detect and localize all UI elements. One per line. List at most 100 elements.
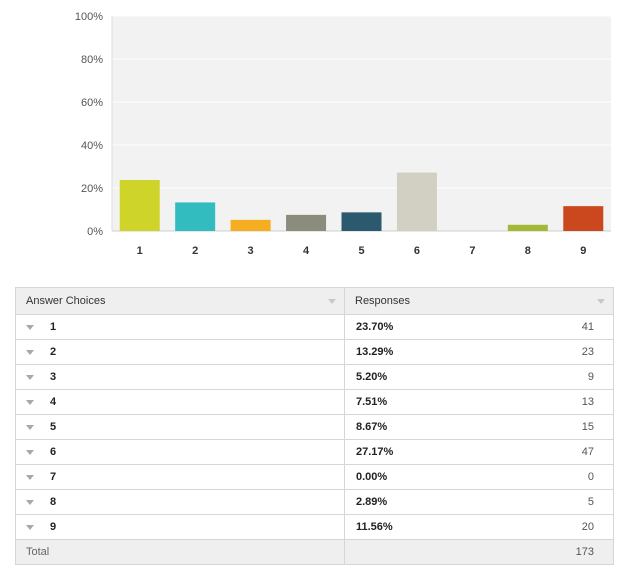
answer-choice-label: 6 (50, 446, 57, 459)
y-tick-label: 60% (81, 97, 103, 109)
response-cell: 13.29% 23 (344, 339, 614, 365)
response-count: 0 (587, 471, 594, 483)
answer-choice-cell: 4 (15, 389, 345, 415)
answer-choice-cell: 1 (15, 314, 345, 340)
table-row: 8 2.89% 5 (15, 489, 614, 515)
answer-choice-label: 3 (50, 371, 57, 384)
table-row: 9 11.56% 20 (15, 514, 614, 540)
answer-choice-label: 1 (50, 321, 57, 334)
response-cell: 0.00% 0 (344, 464, 614, 490)
response-percent: 13.29% (356, 346, 394, 358)
total-cell: 173 (344, 539, 614, 565)
bar-3 (230, 219, 271, 231)
x-tick-label: 7 (469, 245, 475, 257)
y-tick-label: 0% (87, 226, 103, 238)
response-percent: 27.17% (356, 446, 394, 458)
response-percent: 23.70% (356, 321, 394, 333)
response-cell: 11.56% 20 (344, 514, 614, 540)
answer-choice-cell: 7 (15, 464, 345, 490)
response-percent: 5.20% (356, 371, 388, 383)
answer-choice-label: 4 (50, 396, 57, 409)
x-tick-label: 3 (248, 245, 254, 257)
x-tick-label: 1 (137, 245, 143, 257)
table-row: 2 13.29% 23 (15, 339, 614, 365)
answer-choice-cell: 6 (15, 439, 345, 465)
response-cell: 2.89% 5 (344, 489, 614, 515)
response-count: 9 (587, 371, 594, 383)
bar-6 (396, 172, 437, 231)
table-row: 7 0.00% 0 (15, 464, 614, 490)
response-cell: 27.17% 47 (344, 439, 614, 465)
response-count: 13 (581, 396, 594, 408)
x-tick-label: 5 (358, 245, 364, 257)
response-count: 23 (581, 346, 594, 358)
response-count: 41 (581, 321, 594, 333)
header-responses[interactable]: Responses (344, 287, 614, 315)
bar-chart: 0% 20% 40% 60% 80% 100% 1 2 3 4 5 6 7 8 9 (75, 11, 611, 257)
answer-choice-cell: 8 (15, 489, 345, 515)
y-tick-label: 80% (81, 54, 103, 66)
answer-choice-label: 7 (50, 471, 57, 484)
answer-choice-cell: 2 (15, 339, 345, 365)
header-answer-choices[interactable]: Answer Choices (15, 287, 345, 315)
answer-choice-cell: 5 (15, 414, 345, 440)
response-percent: 0.00% (356, 471, 388, 483)
x-tick-label: 8 (525, 245, 531, 257)
y-tick-label: 20% (81, 183, 103, 195)
chevron-down-icon[interactable] (26, 424, 34, 430)
total-row: Total 173 (15, 539, 614, 565)
chevron-down-icon[interactable] (26, 524, 34, 530)
chevron-down-icon[interactable] (26, 374, 34, 380)
response-cell: 8.67% 15 (344, 414, 614, 440)
response-cell: 23.70% 41 (344, 314, 614, 340)
responses-table: Answer Choices Responses 1 23.70% 41 2 13.29… (15, 287, 614, 565)
response-percent: 7.51% (356, 396, 388, 408)
table-row: 5 8.67% 15 (15, 414, 614, 440)
table-header-row: Answer Choices Responses (15, 287, 614, 315)
bar-8 (507, 224, 548, 231)
plot-background (112, 16, 611, 231)
chevron-down-icon[interactable] (26, 399, 34, 405)
x-tick-label: 9 (580, 245, 586, 257)
total-count: 173 (575, 546, 594, 558)
response-percent: 8.67% (356, 421, 388, 433)
response-cell: 5.20% 9 (344, 364, 614, 390)
chevron-down-icon[interactable] (26, 324, 34, 330)
bar-5 (341, 212, 382, 231)
response-count: 15 (581, 421, 594, 433)
x-tick-label: 2 (192, 245, 198, 257)
table-row: 3 5.20% 9 (15, 364, 614, 390)
bar-1 (119, 180, 160, 231)
answer-choice-label: 2 (50, 346, 57, 359)
response-count: 5 (587, 496, 594, 508)
chevron-down-icon[interactable] (26, 349, 34, 355)
x-tick-label: 6 (414, 245, 420, 257)
y-tick-label: 100% (75, 11, 103, 23)
answer-choice-cell: 9 (15, 514, 345, 540)
sort-arrow-icon[interactable] (328, 299, 336, 304)
response-percent: 11.56% (356, 521, 393, 533)
response-cell: 7.51% 13 (344, 389, 614, 415)
header-answer-choices-label: Answer Choices (26, 295, 106, 307)
sort-arrow-icon[interactable] (597, 299, 605, 304)
response-percent: 2.89% (356, 496, 388, 508)
chevron-down-icon[interactable] (26, 474, 34, 480)
answer-choice-label: 9 (50, 521, 57, 534)
response-count: 20 (581, 521, 594, 533)
chevron-down-icon[interactable] (26, 499, 34, 505)
x-tick-label: 4 (303, 245, 310, 257)
answer-choice-cell: 3 (15, 364, 345, 390)
total-label: Total (15, 539, 345, 565)
bar-9 (563, 206, 604, 231)
header-responses-label: Responses (355, 295, 411, 307)
table-row: 4 7.51% 13 (15, 389, 614, 415)
table-row: 1 23.70% 41 (15, 314, 614, 340)
table-row: 6 27.17% 47 (15, 439, 614, 465)
answer-choice-label: 8 (50, 496, 57, 509)
chevron-down-icon[interactable] (26, 449, 34, 455)
answer-choice-label: 5 (50, 421, 57, 434)
y-tick-label: 40% (81, 140, 103, 152)
bar-4 (286, 214, 327, 231)
bar-2 (175, 202, 216, 231)
response-count: 47 (581, 446, 594, 458)
